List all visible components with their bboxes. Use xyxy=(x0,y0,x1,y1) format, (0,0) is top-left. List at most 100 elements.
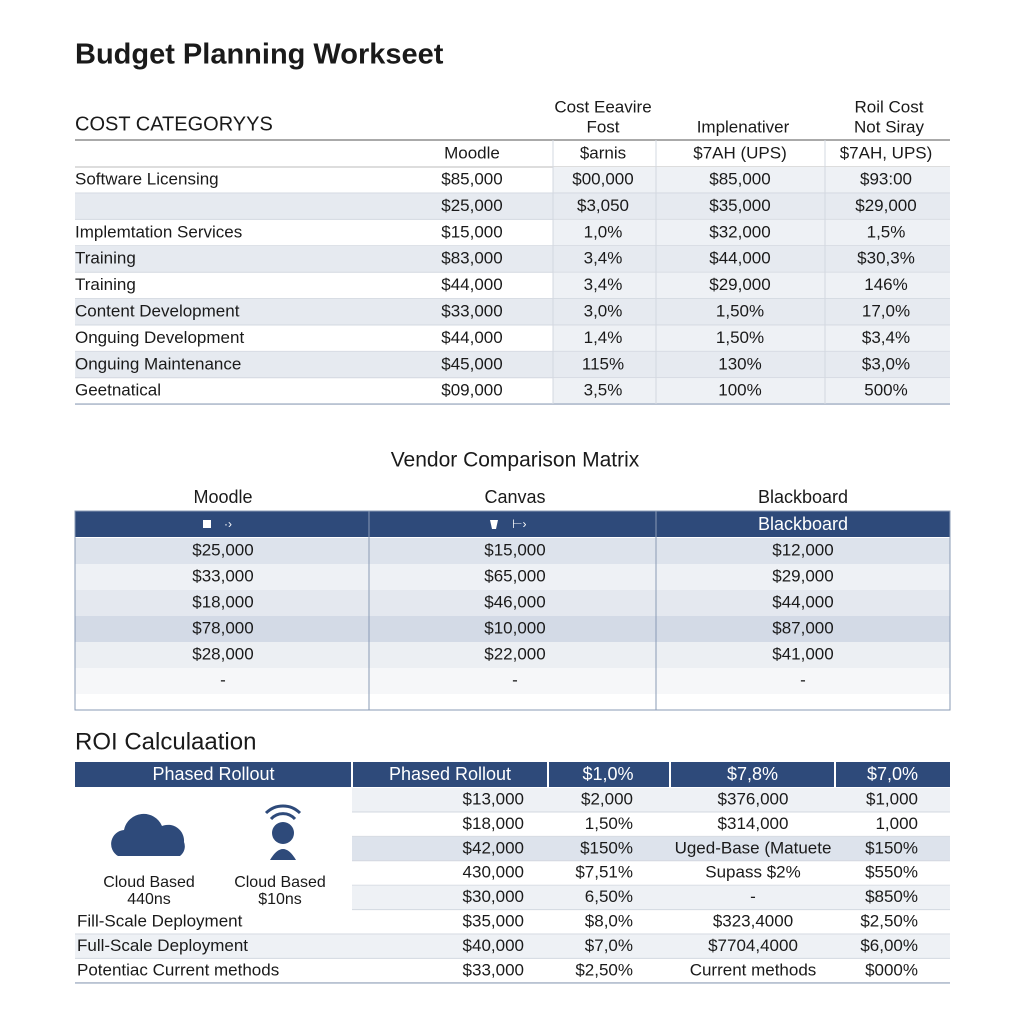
cell: $1,000 xyxy=(866,789,918,808)
cell: $30,000 xyxy=(463,887,524,906)
cell: $12,000 xyxy=(772,540,833,559)
cell: $41,000 xyxy=(772,644,833,663)
row-shade xyxy=(75,934,950,959)
column-header: Canvas xyxy=(484,487,545,507)
cell: $44,000 xyxy=(441,275,502,294)
cell: 1,50% xyxy=(716,328,764,347)
cell: $85,000 xyxy=(709,169,770,188)
cell: 1,000 xyxy=(875,814,918,833)
cell: $376,000 xyxy=(718,789,789,808)
row-label: Onguing Maintenance xyxy=(75,354,241,373)
col-shade xyxy=(553,167,950,193)
row-shade xyxy=(75,590,950,616)
row-shade xyxy=(75,299,950,325)
cell: 146% xyxy=(864,275,907,294)
title: Budget Planning Workseet xyxy=(75,39,444,71)
cell: $2,50% xyxy=(860,911,918,930)
cell: $28,000 xyxy=(192,644,253,663)
cell: $33,000 xyxy=(192,566,253,585)
column-header: Cost Eeavire xyxy=(554,97,651,116)
cell: $314,000 xyxy=(718,814,789,833)
subheader: $arnis xyxy=(580,143,626,162)
column-header: Roil Cost xyxy=(855,97,924,116)
section-title: ROI Calculaation xyxy=(75,728,256,755)
col-shade xyxy=(553,325,950,352)
svg-text:·›: ·› xyxy=(224,517,232,531)
cell: $150% xyxy=(865,838,918,857)
cell: $44,000 xyxy=(441,328,502,347)
cell: $2,50% xyxy=(575,960,633,979)
cell: $22,000 xyxy=(484,644,545,663)
cell: $78,000 xyxy=(192,618,253,637)
cell: $93:00 xyxy=(860,169,912,188)
cell: $150% xyxy=(580,838,633,857)
cell: 1,0% xyxy=(584,222,623,241)
cell: 3,0% xyxy=(584,301,623,320)
row-label: Training xyxy=(75,275,136,294)
cell: $7,0% xyxy=(585,936,633,955)
cell: $3,050 xyxy=(577,196,629,215)
column-header: Implenativer xyxy=(697,117,790,136)
cell: $40,000 xyxy=(463,936,524,955)
cell: 6,50% xyxy=(585,887,633,906)
row-label: Software Licensing xyxy=(75,169,219,188)
cell: $00,000 xyxy=(572,169,633,188)
row-shade xyxy=(75,642,950,668)
subheader: Moodle xyxy=(444,143,500,162)
column-header: Moodle xyxy=(193,487,252,507)
cell: $25,000 xyxy=(192,540,253,559)
vendor-header-bar xyxy=(75,511,950,537)
cell: $46,000 xyxy=(484,592,545,611)
cell: $32,000 xyxy=(709,222,770,241)
cell: $3,0% xyxy=(862,354,910,373)
cell: $83,000 xyxy=(441,249,502,268)
row-shade xyxy=(75,564,950,590)
row-label: Geetnatical xyxy=(75,381,161,400)
header-icons: ·› ⊢› xyxy=(203,517,526,531)
row-shade xyxy=(75,538,950,564)
cell: 3,4% xyxy=(584,249,623,268)
cell: $850% xyxy=(865,887,918,906)
column-header: Blackboard xyxy=(758,487,848,507)
col-shade xyxy=(553,272,950,299)
row-label: Implemtation Services xyxy=(75,222,242,241)
cell: $44,000 xyxy=(709,249,770,268)
header-cell: Phased Rollout xyxy=(152,764,274,784)
cell: $10,000 xyxy=(484,618,545,637)
col-shade xyxy=(553,378,950,405)
row-shade xyxy=(352,836,950,861)
cell: $25,000 xyxy=(441,196,502,215)
cell: $44,000 xyxy=(772,592,833,611)
row-label: Full-Scale Deployment xyxy=(77,936,248,955)
cell: - xyxy=(220,670,226,689)
cell: 115% xyxy=(582,354,624,373)
cell: 430,000 xyxy=(463,863,524,882)
header-cell: $7,8% xyxy=(727,764,778,784)
cell: $18,000 xyxy=(463,814,524,833)
cell: $35,000 xyxy=(463,911,524,930)
icon-label: Cloud Based xyxy=(234,874,326,891)
cell: $33,000 xyxy=(441,301,502,320)
row-label: Onguing Development xyxy=(75,328,244,347)
header-cell: $7,0% xyxy=(867,764,918,784)
row-shade xyxy=(75,246,950,273)
cell: $45,000 xyxy=(441,354,502,373)
row-shade xyxy=(352,788,950,812)
section-title: Vendor Comparison Matrix xyxy=(391,449,640,472)
cell: $13,000 xyxy=(463,789,524,808)
cell: $15,000 xyxy=(484,540,545,559)
cell: 100% xyxy=(718,381,761,400)
cell: $09,000 xyxy=(441,381,502,400)
cell: Current methods xyxy=(690,960,817,979)
row-shade xyxy=(352,885,950,910)
cell: $30,3% xyxy=(857,249,915,268)
cell: 1,5% xyxy=(867,222,906,241)
header-cell: $1,0% xyxy=(582,764,633,784)
cell: 1,50% xyxy=(716,301,764,320)
cell: $29,000 xyxy=(772,566,833,585)
roi-header-bar xyxy=(75,762,950,787)
cell: $550% xyxy=(865,863,918,882)
cell: Uged-Base (Matuete xyxy=(675,838,832,857)
vendor-frame xyxy=(74,510,951,711)
